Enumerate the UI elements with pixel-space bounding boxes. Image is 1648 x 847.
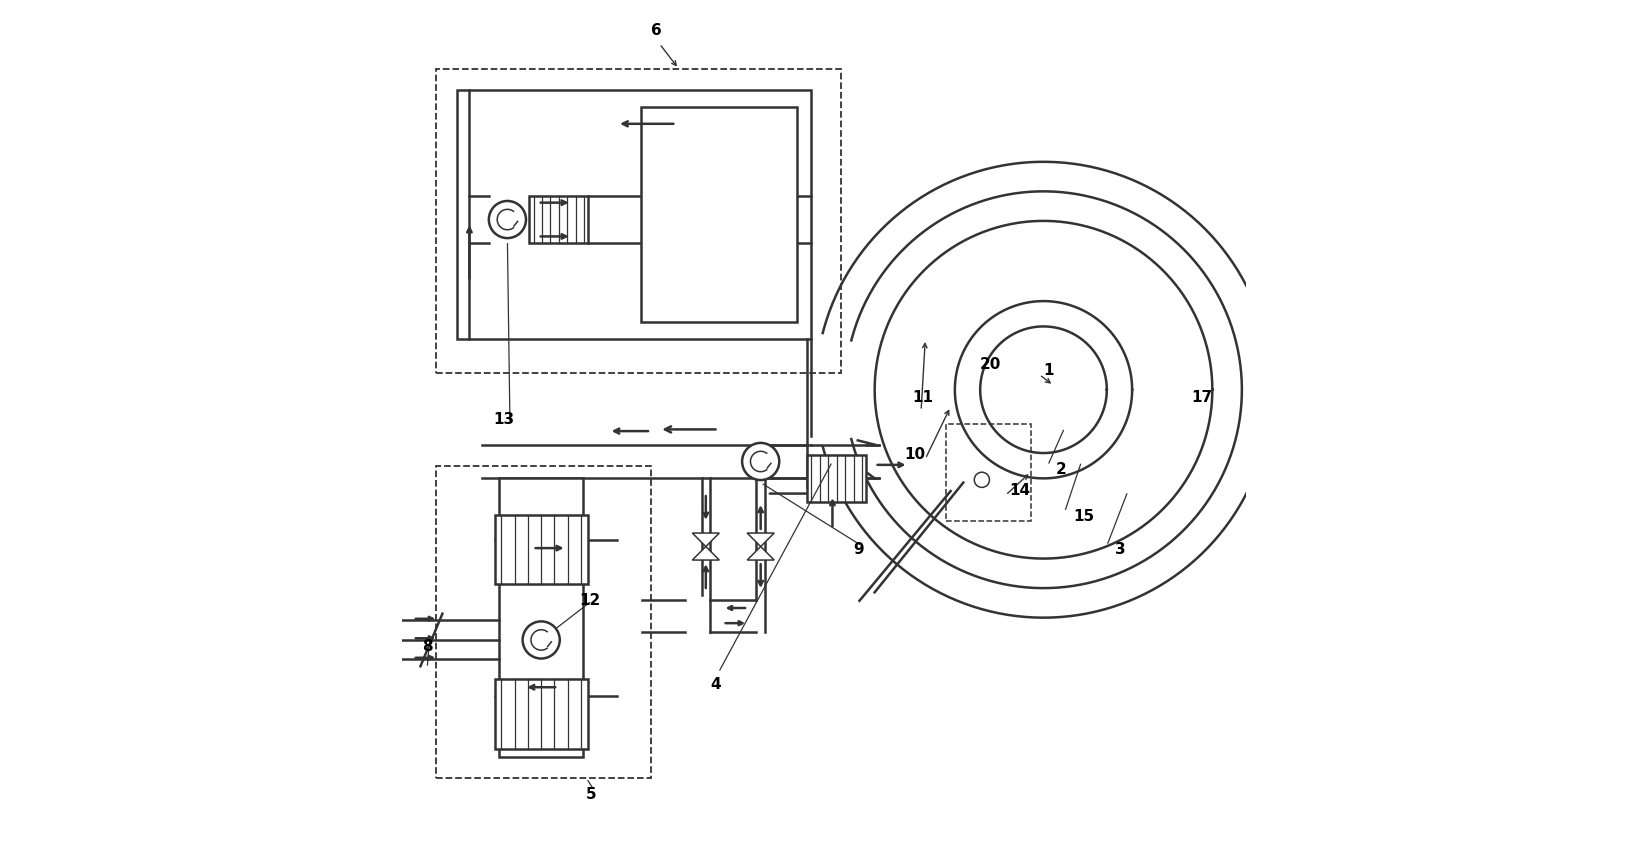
Bar <box>641 107 798 322</box>
Text: 12: 12 <box>578 593 600 608</box>
Text: 1: 1 <box>1043 363 1055 378</box>
Bar <box>494 679 588 749</box>
Bar <box>499 479 583 757</box>
Circle shape <box>974 473 989 487</box>
Text: 6: 6 <box>651 23 662 38</box>
Text: 17: 17 <box>1192 390 1213 406</box>
Circle shape <box>522 622 560 658</box>
Circle shape <box>489 201 526 238</box>
Text: 5: 5 <box>587 787 597 802</box>
Text: 9: 9 <box>854 542 864 557</box>
Text: 11: 11 <box>913 390 934 406</box>
Bar <box>808 455 867 502</box>
Bar <box>529 196 588 243</box>
Bar <box>494 515 588 584</box>
Text: 3: 3 <box>1116 542 1126 557</box>
Bar <box>435 69 840 373</box>
Bar <box>435 466 651 778</box>
Bar <box>456 90 811 339</box>
Bar <box>946 424 1032 521</box>
Text: 4: 4 <box>710 678 720 693</box>
Text: 10: 10 <box>905 447 925 462</box>
Text: 14: 14 <box>1010 484 1032 498</box>
Polygon shape <box>692 533 719 546</box>
Polygon shape <box>692 546 719 560</box>
Text: 13: 13 <box>493 412 514 427</box>
Text: 8: 8 <box>422 639 433 655</box>
Text: 15: 15 <box>1073 508 1094 523</box>
Text: 2: 2 <box>1056 462 1066 477</box>
Circle shape <box>742 443 780 480</box>
Polygon shape <box>747 546 775 560</box>
Text: 20: 20 <box>981 357 1002 372</box>
Polygon shape <box>747 533 775 546</box>
